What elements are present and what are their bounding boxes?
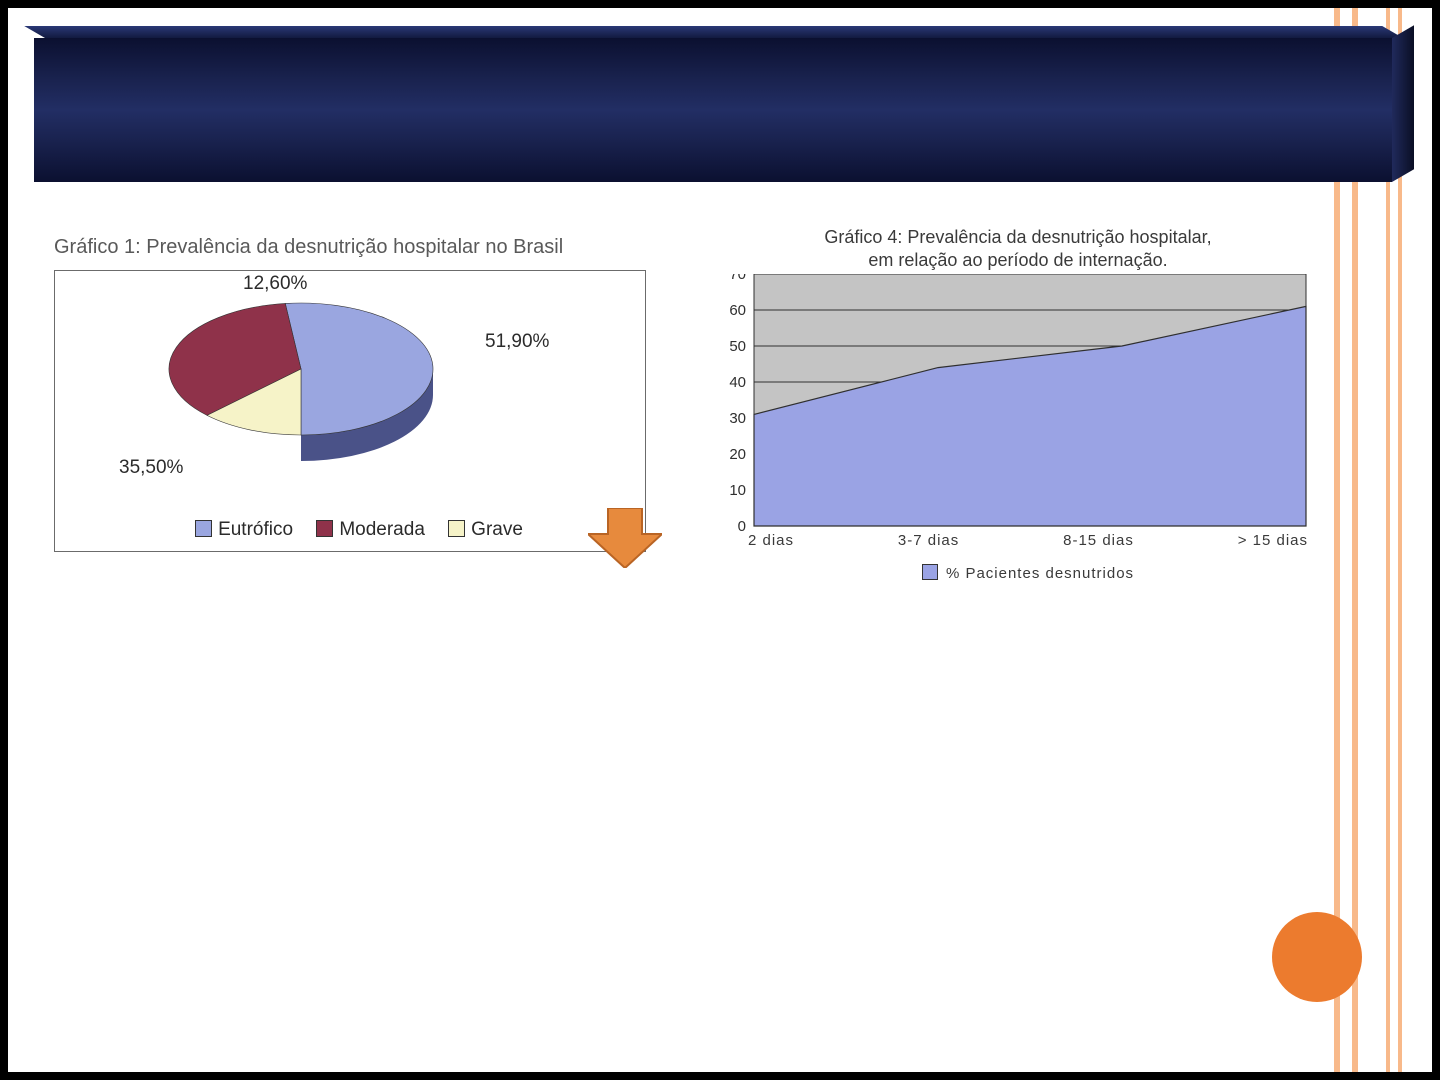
legend-swatch-moderada — [316, 520, 333, 537]
svg-text:60: 60 — [729, 302, 746, 319]
chart4-plot: 0 10 20 30 40 50 60 70 — [706, 274, 1316, 534]
legend-label-grave: Grave — [471, 519, 523, 540]
banner-front-face — [34, 38, 1392, 182]
svg-text:20: 20 — [729, 446, 746, 463]
chart4-xlabel: 3-7 dias — [898, 532, 959, 549]
svg-text:30: 30 — [729, 410, 746, 427]
chart4-x-axis-labels: 2 dias 3-7 dias 8-15 dias > 15 dias — [748, 532, 1308, 549]
legend-label-pacientes: % Pacientes desnutridos — [946, 565, 1134, 582]
legend-swatch-pacientes — [922, 564, 938, 580]
chart4-xlabel: > 15 dias — [1238, 532, 1308, 549]
chart1-value-grave: 12,60% — [243, 273, 307, 295]
svg-text:10: 10 — [729, 482, 746, 499]
legend-swatch-eutrofico — [195, 520, 212, 537]
svg-text:50: 50 — [729, 338, 746, 355]
banner-side-face — [1392, 25, 1414, 182]
chart4-xlabel: 8-15 dias — [1063, 532, 1134, 549]
svg-text:0: 0 — [738, 518, 746, 534]
down-arrow-icon — [588, 508, 662, 568]
header-banner — [34, 26, 1414, 182]
chart4-title-line1: Gráfico 4: Prevalência da desnutrição ho… — [824, 227, 1211, 247]
chart4-legend: % Pacientes desnutridos — [748, 564, 1308, 582]
chart1-container: 51,90% 35,50% 12,60% Eutrófico Moderada … — [54, 270, 646, 552]
legend-label-eutrofico: Eutrófico — [218, 519, 293, 540]
chart1-value-moderada: 35,50% — [119, 457, 183, 479]
chart4-xlabel: 2 dias — [748, 532, 794, 549]
chart1-legend: Eutrófico Moderada Grave — [55, 519, 645, 541]
chart1-title: Gráfico 1: Prevalência da desnutrição ho… — [54, 236, 563, 259]
svg-text:70: 70 — [729, 274, 746, 283]
chart4-title: Gráfico 4: Prevalência da desnutrição ho… — [748, 226, 1288, 271]
decor-circle — [1272, 912, 1362, 1002]
legend-swatch-grave — [448, 520, 465, 537]
chart4-title-line2: em relação ao período de internação. — [868, 250, 1167, 270]
svg-text:40: 40 — [729, 374, 746, 391]
chart1-value-eutrofico: 51,90% — [485, 331, 549, 353]
banner-top-face — [24, 26, 1403, 38]
chart1-pie — [151, 289, 451, 479]
legend-label-moderada: Moderada — [339, 519, 425, 540]
